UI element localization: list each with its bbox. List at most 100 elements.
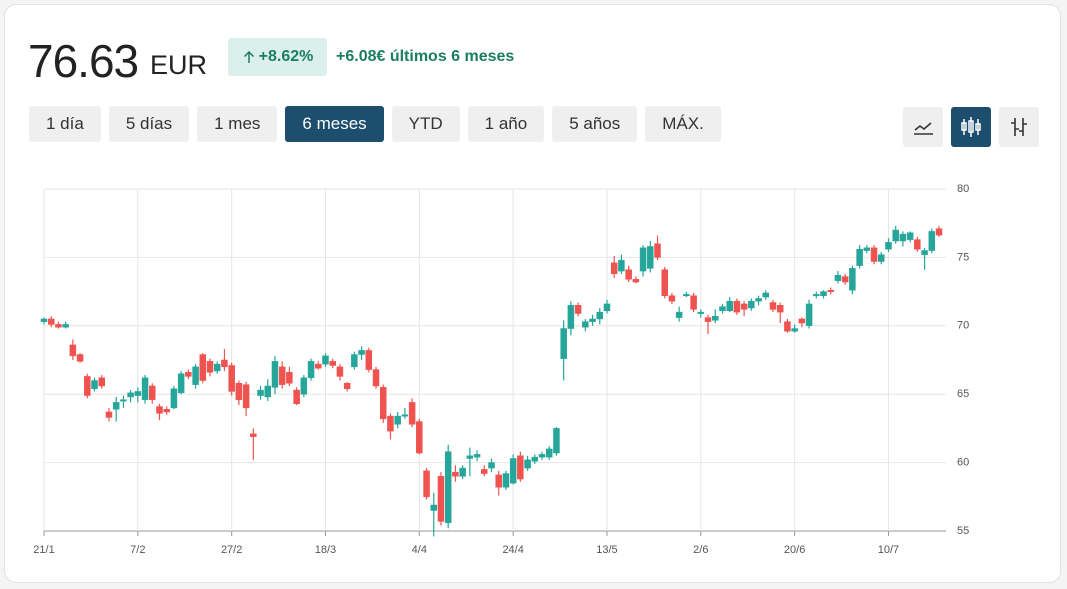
candle-body (120, 399, 127, 402)
range-button[interactable]: 1 mes (197, 106, 278, 142)
candle-body (213, 363, 221, 372)
candle-body (343, 383, 351, 389)
candle-body (242, 384, 250, 409)
candle-body (567, 305, 575, 329)
candle-body (798, 318, 806, 324)
candle-body (473, 454, 481, 458)
candle-chart-button[interactable] (951, 107, 991, 147)
candle-body (156, 406, 163, 414)
candle-body (841, 276, 849, 283)
x-tick-label: 13/5 (596, 544, 617, 556)
candle-body (293, 389, 300, 405)
range-button[interactable]: YTD (391, 106, 460, 142)
range-button[interactable]: 1 año (467, 106, 545, 142)
candle-body (531, 456, 539, 462)
line-chart-button[interactable] (903, 107, 943, 147)
candle-body (372, 369, 380, 387)
candle-body (149, 385, 156, 400)
candle-body (459, 467, 466, 477)
y-tick-label: 75 (957, 251, 969, 263)
candle-body (697, 311, 705, 314)
candle-body (91, 380, 98, 389)
candle-body (740, 303, 748, 310)
candle-body (928, 231, 936, 251)
candle-body (733, 300, 741, 313)
range-button[interactable]: 6 meses (285, 106, 384, 142)
candle-body (365, 350, 373, 370)
candle-body (379, 387, 387, 420)
ohlc-chart-button[interactable] (999, 107, 1039, 147)
range-button[interactable]: 1 día (29, 106, 101, 142)
candle-body (603, 303, 611, 312)
y-tick-label: 80 (957, 183, 969, 195)
candle-body (206, 361, 214, 373)
candle-body (892, 229, 899, 242)
x-tick-label: 18/3 (315, 544, 336, 556)
candle-body (62, 324, 69, 328)
candle-body (286, 372, 293, 384)
x-tick-label: 21/1 (33, 544, 54, 556)
candle-body (55, 324, 62, 328)
candle-body (416, 421, 423, 454)
candle-body (553, 428, 560, 454)
candle-body (322, 355, 329, 365)
candle-body (278, 366, 286, 385)
y-tick-label: 65 (957, 388, 969, 400)
candle-body (351, 354, 358, 368)
candle-body (177, 373, 185, 394)
y-tick-label: 70 (957, 320, 969, 332)
candle-body (856, 248, 863, 266)
x-tick-label: 4/4 (412, 544, 427, 556)
range-button[interactable]: 5 días (108, 106, 190, 142)
candle-body (336, 366, 344, 377)
candle-body (935, 228, 943, 236)
candle-body (545, 448, 553, 458)
candle-body (538, 454, 546, 458)
candle-body (589, 318, 596, 322)
candle-body (423, 470, 430, 498)
candle-body (914, 239, 921, 250)
card (4, 4, 1061, 583)
candle-body (257, 389, 264, 396)
candle-body (98, 377, 105, 387)
candle-body (596, 311, 604, 320)
candle-body (185, 372, 192, 377)
candle-body (452, 471, 459, 477)
candle-body (849, 268, 856, 291)
candle-body (105, 411, 113, 418)
candle-body (495, 474, 502, 488)
candle-body (762, 292, 770, 298)
candle-body (69, 344, 77, 357)
candle-body (776, 305, 784, 313)
candle-body (300, 377, 308, 395)
candle-body (394, 415, 401, 425)
candle-body (408, 402, 416, 425)
range-button[interactable]: MÁX. (645, 106, 721, 142)
candle-body (647, 246, 654, 269)
currency: EUR (150, 50, 208, 80)
candle-body (466, 455, 474, 459)
candle-body (307, 361, 315, 379)
x-tick-label: 7/2 (130, 544, 145, 556)
candle-body (437, 476, 445, 522)
candle-body (444, 451, 452, 524)
candle-body (834, 274, 842, 281)
candle-body (726, 300, 733, 312)
candle-body (502, 473, 510, 488)
candle-body (84, 376, 91, 396)
candle-body (199, 354, 207, 381)
candle-body (481, 469, 488, 474)
candle-body (401, 414, 409, 417)
candle-body (509, 458, 517, 484)
candle-body (668, 295, 676, 302)
candle-body (235, 383, 243, 400)
candle-body (228, 365, 235, 392)
candle-body (127, 392, 134, 398)
change-text: +6.08€ últimos 6 meses (336, 48, 515, 65)
candle-body (250, 433, 257, 437)
candle-body (112, 402, 120, 410)
up-arrow (243, 50, 254, 63)
range-button[interactable]: 5 años (552, 106, 638, 142)
candle-body (899, 233, 907, 242)
